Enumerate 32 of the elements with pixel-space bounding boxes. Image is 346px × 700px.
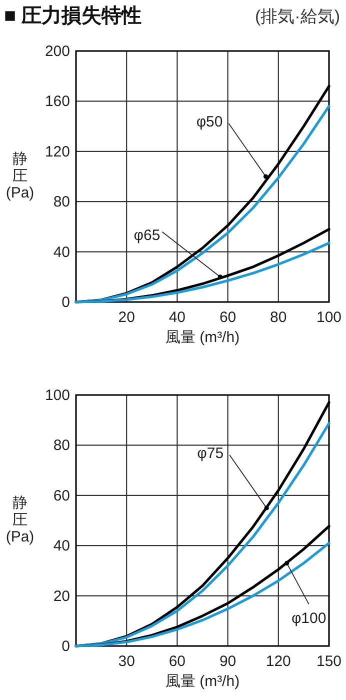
y-tick-label: 20: [53, 588, 70, 605]
chart-subtitle: (排気·給気): [255, 7, 340, 26]
chart-title: ■ 圧力損失特性: [4, 5, 142, 27]
y-tick-label: 40: [53, 538, 70, 555]
x-tick-label: 150: [316, 653, 342, 670]
annotation: φ100: [291, 610, 326, 628]
y-tick-label: 40: [53, 244, 70, 261]
annotation: φ75: [197, 444, 224, 462]
x-tick-label: 30: [118, 653, 135, 670]
y-tick-label: 200: [44, 43, 70, 60]
y-tick-label: 160: [44, 93, 70, 110]
x-axis-title: 風量 (m³/h): [165, 329, 240, 346]
y-tick-label: 80: [53, 437, 70, 454]
x-tick-label: 80: [270, 309, 287, 326]
y-axis-title: 静圧 (Pa): [6, 494, 34, 546]
x-tick-label: 60: [219, 309, 236, 326]
x-tick-label: 100: [316, 309, 342, 326]
x-tick-label: 60: [168, 653, 186, 670]
y-tick-label: 0: [62, 638, 70, 655]
x-tick-label: 20: [118, 309, 135, 326]
y-tick-label: 0: [62, 294, 70, 311]
x-tick-label: 120: [266, 653, 291, 670]
x-axis-title: 風量 (m³/h): [165, 673, 240, 690]
y-tick-label: 80: [53, 194, 70, 211]
y-tick-label: 120: [44, 143, 70, 160]
x-tick-label: 90: [219, 653, 236, 670]
y-tick-label: 60: [53, 487, 70, 504]
y-axis-title: 静圧 (Pa): [6, 150, 34, 202]
x-tick-label: 40: [168, 309, 186, 326]
annotation: φ65: [134, 226, 160, 244]
y-tick-label: 100: [44, 387, 70, 404]
annotation: φ50: [196, 114, 223, 130]
